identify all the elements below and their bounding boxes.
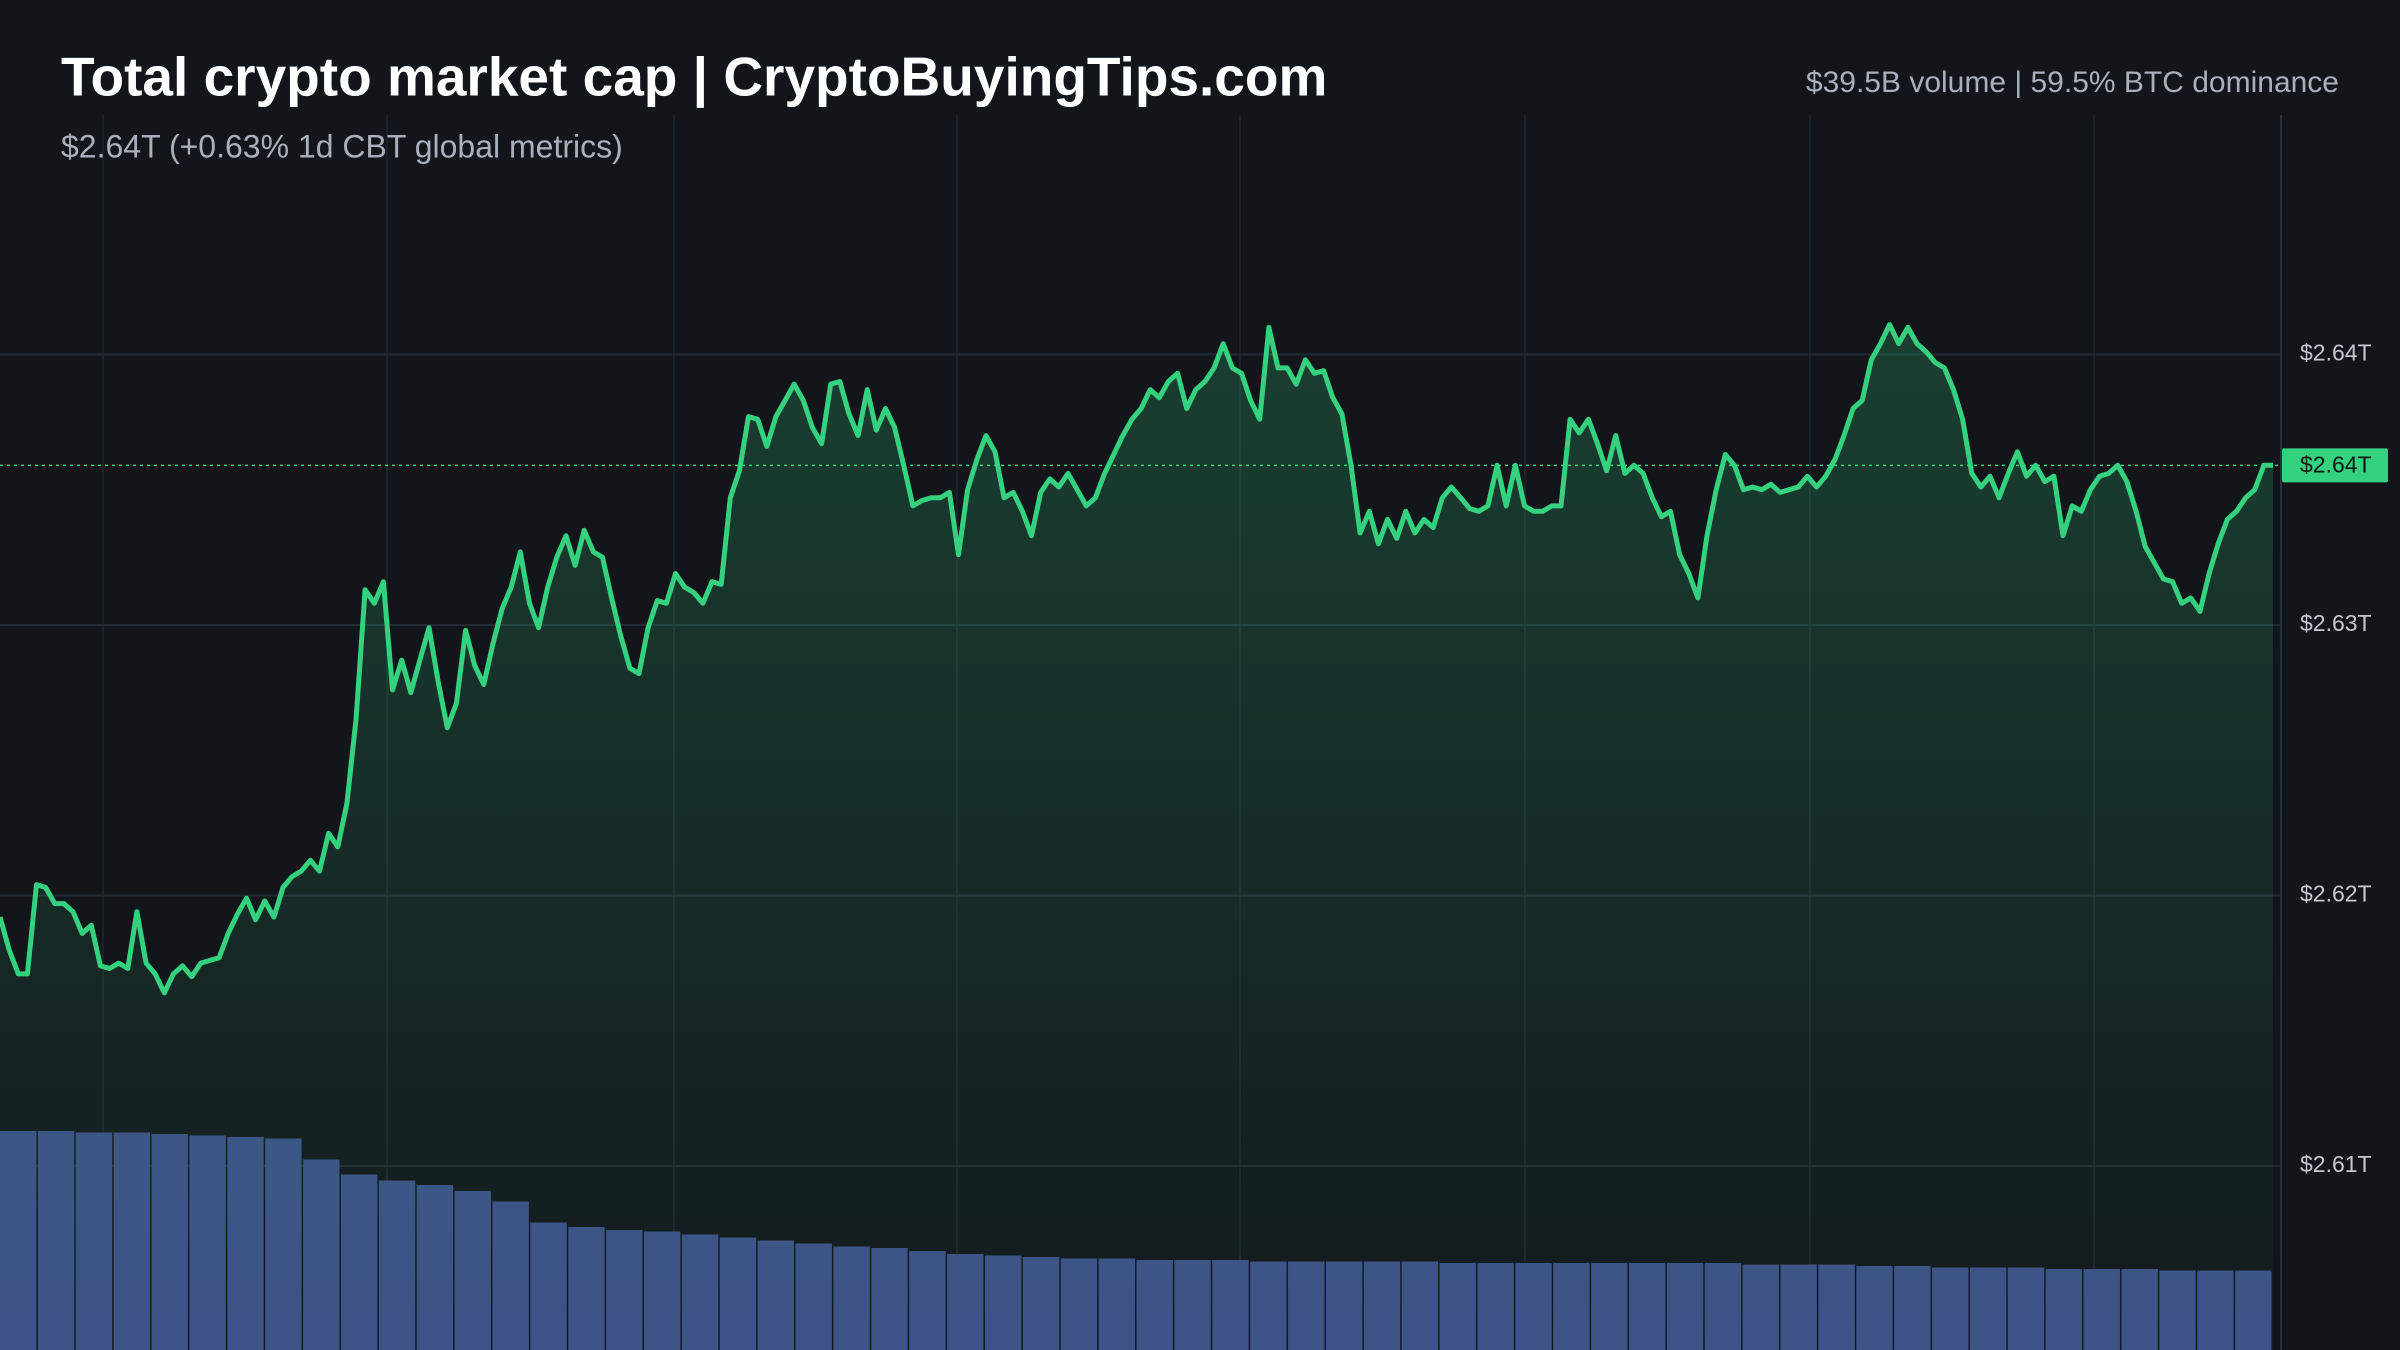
chart-title: Total crypto market cap | CryptoBuyingTi… — [61, 46, 1327, 109]
market-stats: $39.5B volume | 59.5% BTC dominance — [1806, 66, 2339, 99]
y-tick-label: $2.62T — [2300, 881, 2372, 907]
price-line — [0, 322, 2273, 996]
area-fill — [0, 324, 2273, 1350]
last-price-tag — [2282, 448, 2388, 483]
axis-layer: $2.61T $2.62T $2.63T $2.64T $2.64T — [2282, 339, 2388, 1177]
y-tick-label: $2.61T — [2300, 1151, 2372, 1177]
chart-subtitle: $2.64T (+0.63% 1d CBT global metrics) — [61, 128, 623, 164]
last-price-label: $2.64T — [2300, 451, 2372, 477]
y-tick-label: $2.63T — [2300, 610, 2372, 636]
y-tick-label: $2.64T — [2300, 339, 2372, 365]
plot-layer — [0, 322, 2281, 1350]
